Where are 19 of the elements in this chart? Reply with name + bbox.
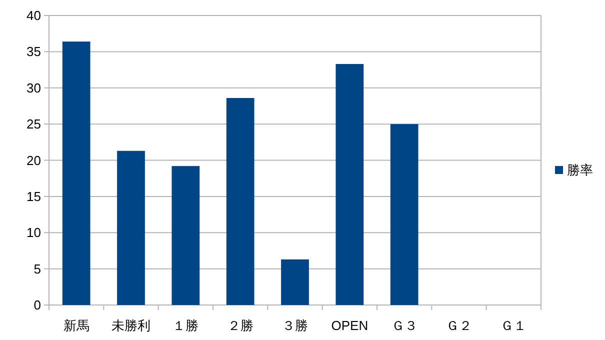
x-tick-label: ３勝 <box>282 318 308 333</box>
x-tick-label: 未勝利 <box>112 318 150 333</box>
y-tick-label: 0 <box>34 298 41 312</box>
x-tick-label: Ｇ１ <box>500 318 527 333</box>
y-tick-label: 30 <box>26 80 41 96</box>
y-tick-label: 35 <box>26 44 41 60</box>
y-tick-label: 5 <box>34 261 41 276</box>
x-tick-label: Ｇ３ <box>391 318 418 333</box>
x-tick-label: Ｇ２ <box>446 318 472 333</box>
x-tick-label: 新馬 <box>63 318 90 333</box>
x-tick-label: １勝 <box>172 318 199 333</box>
x-tick-label: OPEN <box>331 318 368 333</box>
y-tick-label: 20 <box>26 152 41 168</box>
y-tick-label: 10 <box>26 225 41 240</box>
y-tick-label: 15 <box>26 188 41 204</box>
x-tick-label: ２勝 <box>227 318 254 333</box>
legend-label: 勝率 <box>567 162 593 178</box>
y-tick-label: 40 <box>26 8 41 23</box>
y-tick-label: 25 <box>26 116 41 132</box>
